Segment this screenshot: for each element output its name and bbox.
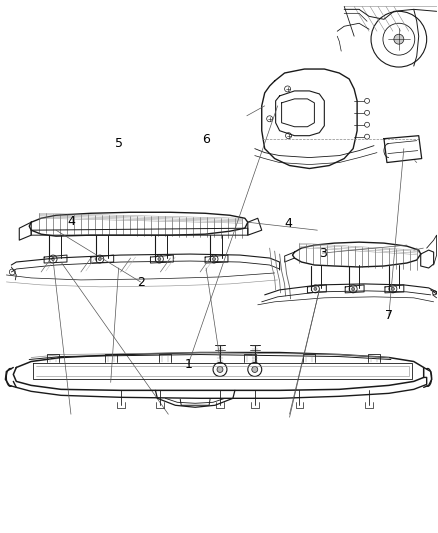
Circle shape (314, 287, 317, 290)
Text: 5: 5 (115, 137, 123, 150)
Text: 7: 7 (385, 309, 393, 322)
Circle shape (392, 287, 394, 290)
Circle shape (352, 287, 355, 290)
Text: 2: 2 (137, 276, 145, 289)
Circle shape (212, 257, 215, 261)
Circle shape (252, 367, 258, 373)
Circle shape (217, 367, 223, 373)
Text: 3: 3 (319, 247, 327, 260)
Circle shape (52, 257, 55, 261)
Text: 6: 6 (202, 133, 210, 146)
Text: 4: 4 (285, 216, 293, 230)
Circle shape (158, 257, 161, 261)
Text: 1: 1 (184, 358, 192, 371)
Circle shape (98, 257, 101, 261)
Text: 4: 4 (67, 215, 75, 228)
Circle shape (394, 34, 404, 44)
